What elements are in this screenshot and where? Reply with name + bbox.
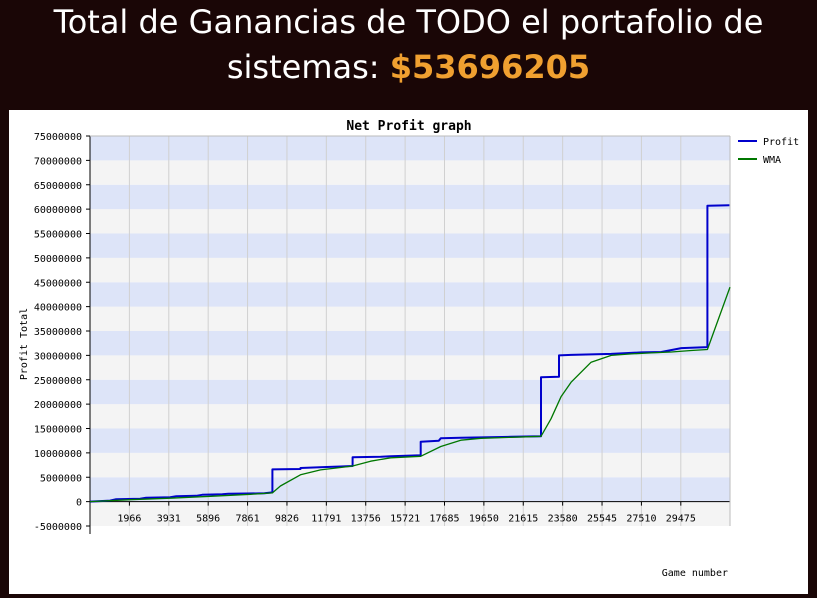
x-tick-label: 29475: [666, 514, 696, 525]
total-amount: $53696205: [389, 48, 591, 86]
x-tick-label: 25545: [587, 514, 617, 525]
y-tick-label: 30000000: [34, 351, 82, 362]
series-line-profit: [89, 204, 730, 503]
header-title-line2: sistemas: $53696205: [0, 47, 817, 87]
series-lines: [89, 204, 731, 503]
grid-band: [90, 282, 730, 307]
x-tick-labels: 1966 3931 5896 7861 9826 11791 13756 15721 17685…: [117, 501, 696, 525]
x-tick-label: 7861: [236, 514, 260, 525]
legend: Profit WMA: [738, 137, 799, 166]
grid-band: [90, 355, 730, 380]
legend-label-profit: Profit: [763, 137, 799, 148]
y-tick-label: 75000000: [34, 132, 82, 143]
y-tick-label: 0: [76, 498, 82, 509]
axes: [89, 135, 731, 534]
header-title-text: sistemas:: [226, 48, 380, 86]
x-tick-label: 3931: [157, 514, 181, 525]
grid-band: [90, 404, 730, 429]
y-tick-label: 15000000: [34, 425, 82, 436]
y-tick-label: 35000000: [34, 327, 82, 338]
y-tick-label: 20000000: [34, 400, 82, 411]
series-line-wma: [89, 286, 731, 503]
y-tick-label: 55000000: [34, 230, 82, 241]
y-tick-label: 5000000: [40, 473, 82, 484]
y-tick-labels: -5000000 0 5000000 10000000 15000000 20000000…: [34, 132, 90, 533]
x-tick-label: 17685: [429, 514, 459, 525]
grid-band: [90, 209, 730, 234]
background-bands: [90, 136, 730, 526]
y-tick-label: 25000000: [34, 376, 82, 387]
x-tick-label: 23580: [548, 514, 578, 525]
y-axis-label: Profit Total: [19, 308, 30, 380]
grid-band: [90, 306, 730, 331]
page-header: Total de Ganancias de TODO el portafolio…: [0, 0, 817, 100]
y-tick-label: 70000000: [34, 156, 82, 167]
x-tick-label: 1966: [117, 514, 141, 525]
grid-band: [90, 233, 730, 258]
vertical-gridlines: [128, 136, 682, 526]
header-title-line1: Total de Ganancias de TODO el portafolio…: [53, 3, 764, 41]
grid-band: [90, 331, 730, 356]
grid-band: [90, 257, 730, 283]
x-tick-label: 27510: [626, 514, 656, 525]
y-tick-label: 65000000: [34, 181, 82, 192]
x-tick-label: 9826: [275, 514, 299, 525]
chart-panel: -5000000 0 5000000 10000000 15000000 20000000…: [9, 110, 808, 594]
x-tick-label: 5896: [196, 514, 220, 525]
grid-band: [90, 136, 730, 161]
x-tick-label: 15721: [390, 514, 420, 525]
grid-band: [90, 428, 730, 453]
legend-label-wma: WMA: [763, 155, 781, 166]
net-profit-chart: -5000000 0 5000000 10000000 15000000 20000000…: [19, 119, 799, 579]
y-tick-label: 10000000: [34, 449, 82, 460]
x-tick-label: 13756: [351, 514, 381, 525]
grid-band: [90, 379, 730, 405]
x-axis-label: Game number: [662, 568, 728, 579]
grid-band: [90, 160, 730, 185]
chart-title: Net Profit graph: [346, 119, 471, 134]
y-tick-label: 40000000: [34, 303, 82, 314]
y-tick-label: 50000000: [34, 254, 82, 265]
y-tick-label: 45000000: [34, 278, 82, 289]
grid-band: [90, 184, 730, 210]
y-tick-label: -5000000: [34, 522, 82, 533]
x-tick-label: 19650: [469, 514, 499, 525]
y-tick-label: 60000000: [34, 205, 82, 216]
x-tick-label: 11791: [311, 514, 341, 525]
x-tick-label: 21615: [508, 514, 538, 525]
grid-band: [90, 501, 730, 526]
